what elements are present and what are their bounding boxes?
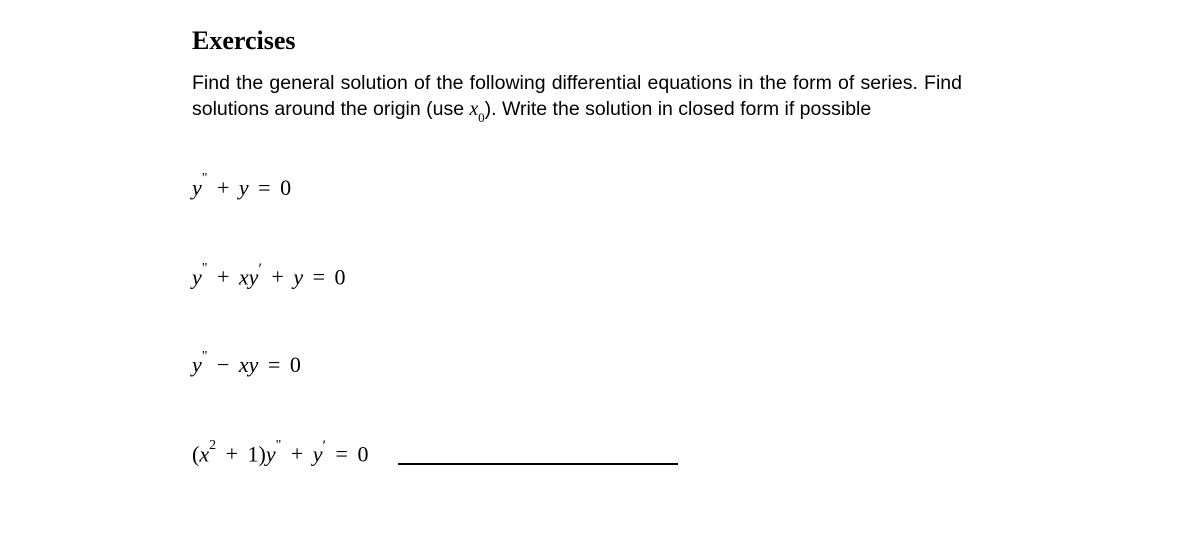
instruction-sub: 0 xyxy=(478,110,485,125)
equation-1: y" + y = 0 xyxy=(192,175,1200,201)
equation-2: y" + xy′ + y = 0 xyxy=(192,263,1200,290)
equation-4: (x2 + 1)y" + y′ = 0 xyxy=(192,440,368,467)
section-title: Exercises xyxy=(192,26,1200,56)
partial-underline xyxy=(398,463,678,465)
equation-4-row: (x2 + 1)y" + y′ = 0 xyxy=(192,440,1200,467)
equation-3: y" − xy = 0 xyxy=(192,352,1200,378)
instruction-var: x xyxy=(470,99,479,120)
instruction-text: Find the general solution of the followi… xyxy=(192,70,962,125)
instruction-part2: ). Write the solution in closed form if … xyxy=(485,98,872,120)
